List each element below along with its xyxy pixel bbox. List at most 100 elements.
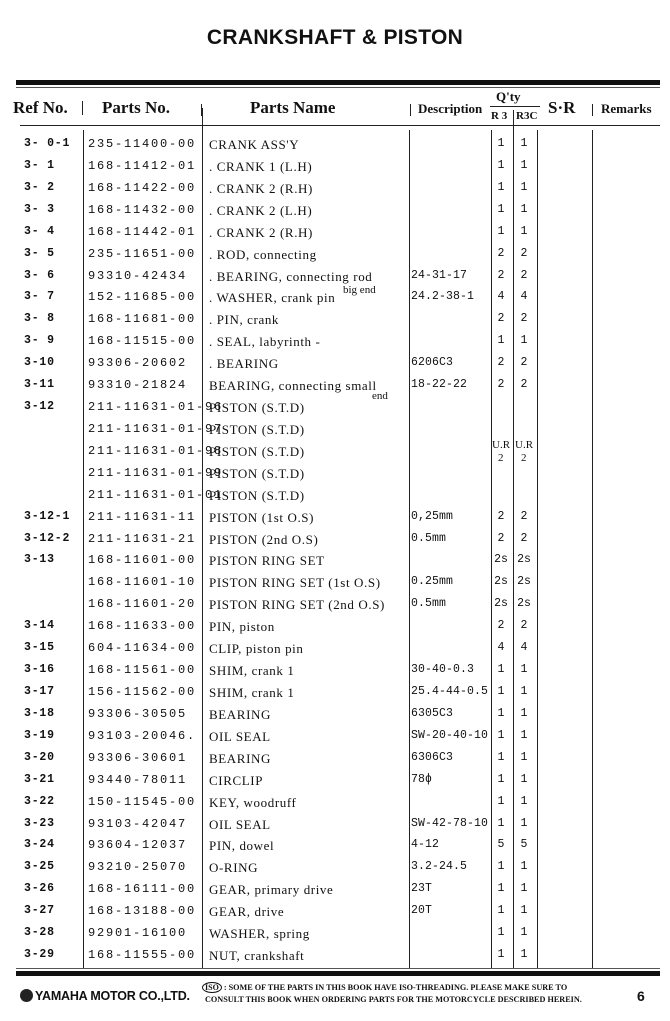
qty-r3-cell: 1: [497, 663, 505, 677]
part-no-cell: 156-11562-00: [88, 685, 197, 699]
part-no-cell: 93306-30505: [88, 706, 188, 721]
part-no-cell: 93210-25070: [88, 860, 188, 875]
part-no-cell: 211-11631-01-99: [88, 465, 224, 480]
column-divider: [513, 110, 514, 968]
table-row: 3-12-2 211-11631-21 PISTON (2nd O.S) 0.5mm 2…: [0, 532, 670, 554]
description-cell: 0.5mm: [411, 597, 447, 611]
qty-r3c-cell: 1: [520, 224, 528, 238]
footer-notice-line2: CONSULT THIS BOOK WHEN ORDERING PARTS FO…: [205, 995, 582, 1004]
ref-no-cell: 3-20: [24, 750, 55, 764]
part-no-cell: 211-11631-01-98: [88, 443, 224, 458]
part-name-cell: O-RING: [209, 860, 259, 876]
qty-r3-cell: 2: [497, 312, 505, 326]
header-underline: [20, 125, 660, 126]
part-no-cell: 93306-20602: [88, 356, 188, 371]
footer-notice-line1: ISO : SOME OF THE PARTS IN THIS BOOK HAV…: [202, 982, 567, 993]
divider: [82, 101, 83, 115]
header-qty-r3: R 3: [491, 110, 508, 122]
part-no-cell: 93306-30601: [88, 750, 188, 765]
table-row: 3-19 93103-20046. OIL SEAL SW-20-40-10 1 1: [0, 729, 670, 751]
qty-r3-cell: 2: [497, 246, 505, 260]
ref-no-cell: 3-23: [24, 816, 55, 830]
divider: [592, 104, 593, 116]
part-name-cell: BEARING: [209, 750, 271, 766]
header-description: Description: [418, 101, 483, 116]
ref-no-cell: 3- 4: [24, 224, 55, 238]
part-no-cell: 604-11634-00: [88, 641, 197, 656]
ref-no-cell: 3-17: [24, 685, 55, 698]
qty-r3c-cell: 1: [520, 685, 528, 698]
qty-r3c-cell: 2: [520, 531, 528, 545]
qty-r3-cell: 5: [497, 838, 505, 852]
part-no-cell: 168-11515-00: [88, 334, 197, 349]
part-name-cell: CRANK ASS'Y: [209, 137, 300, 152]
part-no-cell: 152-11685-00: [88, 290, 197, 305]
bottom-rule-thin: [16, 968, 660, 969]
page-title: CRANKSHAFT & PISTON: [206, 26, 464, 49]
part-name-cell: PISTON RING SET: [209, 553, 325, 569]
r3c-ur-qty: 2: [521, 452, 527, 464]
ref-no-cell: 3- 9: [24, 334, 55, 348]
ref-no-cell: 3-14: [24, 619, 55, 633]
qty-r3c-cell: 1: [520, 882, 528, 896]
table-row: 211-11631-01-99 PISTON (S.T.D): [0, 466, 670, 488]
header-sr: S·R: [548, 98, 576, 117]
qty-r3-cell: 2: [497, 509, 505, 523]
part-name-cell: SHIM, crank 1: [209, 663, 295, 679]
part-name-cell: . SEAL, labyrinth -: [209, 334, 321, 350]
header-parts-name: Parts Name: [250, 98, 336, 117]
part-name-cell: PIN, dowel: [209, 838, 275, 854]
part-name-cell: BEARING: [209, 706, 271, 722]
part-no-cell: 235-11400-00: [88, 137, 197, 151]
part-name-cell: . CRANK 2 (L.H): [209, 202, 313, 218]
part-no-cell: 168-16111-00: [88, 882, 197, 897]
ref-no-cell: 3-10: [24, 356, 55, 370]
qty-r3-cell: 1: [497, 926, 505, 940]
table-row: 3-20 93306-30601 BEARING 6306C3 1 1: [0, 751, 670, 773]
r3-ur-label: U.R: [492, 439, 511, 451]
table-row: 168-11601-20 PISTON RING SET (2nd O.S) 0.5…: [0, 597, 670, 619]
table-row: 3-27 168-13188-00 GEAR, drive 20T 1 1: [0, 904, 670, 926]
table-row: 3-15 604-11634-00 CLIP, piston pin 4 4: [0, 641, 670, 663]
qty-r3-cell: 1: [497, 794, 505, 808]
table-row: 3-17 156-11562-00 SHIM, crank 1 25.4-44-0.5…: [0, 685, 670, 707]
part-no-cell: 150-11545-00: [88, 794, 197, 809]
qty-r3c-cell: 4: [520, 641, 528, 655]
table-row: 3-10 93306-20602 . BEARING 6206C3 2 2: [0, 356, 670, 378]
ref-no-cell: 3- 0-1: [24, 137, 71, 150]
qty-r3-cell: 1: [497, 158, 505, 172]
qty-r3-cell: 2: [497, 378, 505, 392]
description-cell: 30-40-0.3: [411, 663, 475, 677]
qty-r3c-cell: 2s: [517, 553, 531, 567]
table-row: 3-11 93310-21824 BEARING, connecting small…: [0, 378, 670, 402]
part-no-cell: 168-11442-01: [88, 224, 197, 239]
part-name-cell: CLIP, piston pin: [209, 641, 304, 657]
ref-no-cell: 3- 1: [24, 158, 55, 172]
qty-r3-cell: 1: [497, 224, 505, 238]
part-no-cell: 168-11422-00: [88, 180, 197, 195]
qty-r3-cell: 2s: [494, 597, 508, 611]
qty-r3c-cell: 1: [520, 860, 528, 874]
ref-no-cell: 3-26: [24, 882, 55, 896]
r3-ur-qty: 2: [498, 452, 504, 464]
table-row: 3- 2 168-11422-00 . CRANK 2 (R.H) 1 1: [0, 181, 670, 203]
top-rule-thin: [16, 87, 660, 88]
qty-r3-cell: 1: [497, 750, 505, 764]
qty-r3c-cell: 2: [520, 356, 528, 370]
qty-r3-cell: 1: [497, 772, 505, 786]
qty-r3c-cell: 2: [520, 619, 528, 633]
table-row: 3-25 93210-25070 O-RING 3.2-24.5 1 1: [0, 860, 670, 882]
part-name-cell: . BEARING, connecting rod: [209, 268, 373, 284]
ref-no-cell: 3-22: [24, 794, 55, 808]
table-row: 3- 3 168-11432-00 . CRANK 2 (L.H) 1 1: [0, 203, 670, 225]
qty-r3-cell: 1: [497, 728, 505, 742]
part-no-cell: 168-11412-01: [88, 158, 197, 173]
qty-r3c-cell: 2s: [517, 597, 531, 611]
qty-r3-cell: 2s: [494, 553, 508, 567]
qty-r3c-cell: 1: [520, 816, 528, 830]
ref-no-cell: 3-12-2: [24, 531, 71, 545]
qty-r3c-cell: 2s: [517, 575, 531, 589]
description-cell: 20T: [411, 904, 433, 918]
page-number: 6: [637, 988, 645, 1004]
part-no-cell: 168-13188-00: [88, 904, 197, 919]
